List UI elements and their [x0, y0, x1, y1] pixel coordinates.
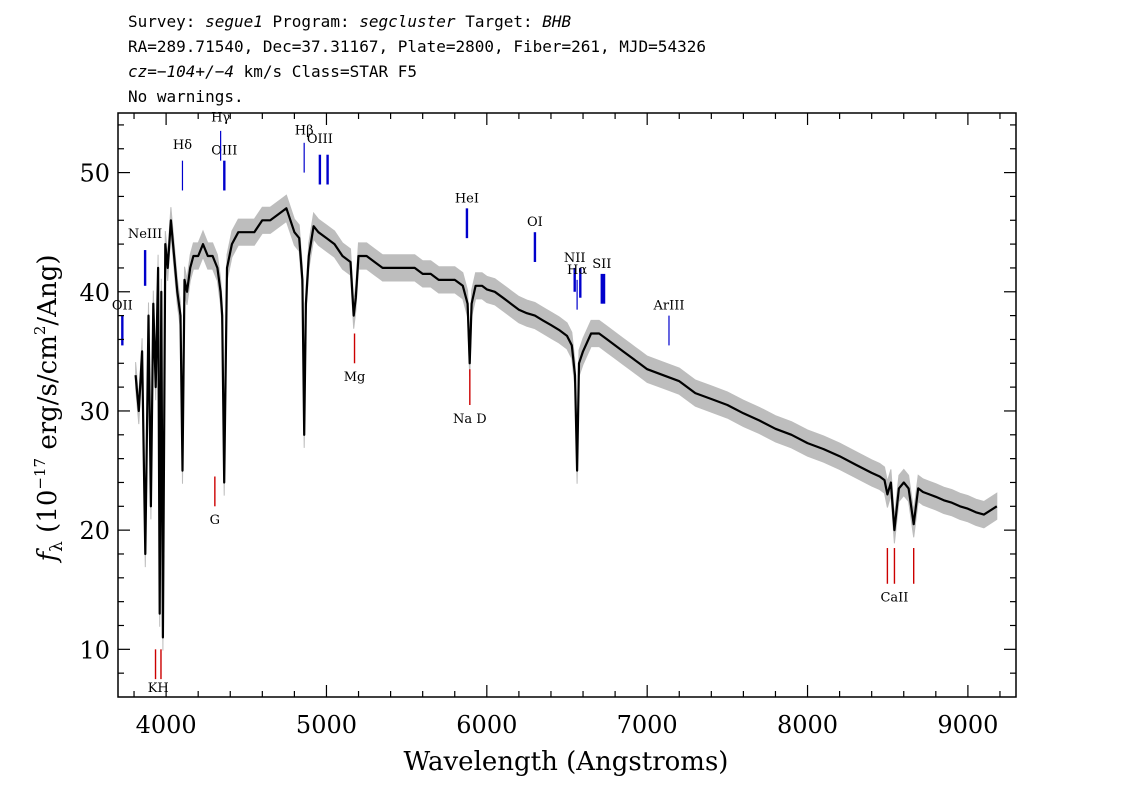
plot-frame: [117, 112, 1017, 698]
x-axis-label: Wavelength (Angstroms): [404, 747, 729, 777]
axes: 4000 5000 6000 7000 8000 9000 10 20 30 40 50: [79, 112, 1017, 739]
emission-line-label-2: OIII: [211, 144, 237, 159]
absorption-line-label-4: Na D: [453, 412, 487, 427]
emission-line-label-0: NeIII: [128, 227, 162, 242]
y-tick-label: 50: [79, 160, 110, 188]
y-axis-label: fλ (10−17 erg/s/cm2/Ang): [31, 255, 67, 564]
program-value: segcluster: [359, 12, 456, 31]
survey-value: segue1: [205, 12, 263, 31]
y-tick-label: 10: [79, 636, 110, 664]
x-tick-label: 4000: [136, 711, 197, 739]
target-value: BHB: [542, 12, 572, 31]
header-line-1: Survey: segue1 Program: segcluster Targe…: [128, 12, 571, 32]
absorption-line-label-1: H: [155, 0, 166, 4]
emission-line-label-7: NII: [564, 251, 586, 266]
y-axis-label-exp1: −17: [31, 458, 49, 490]
x-tick-label: 6000: [456, 711, 517, 739]
header-line-4: No warnings.: [128, 87, 244, 106]
balmer-line-label-1: Hγ: [211, 110, 230, 125]
y-axis-label-mid: erg/s/cm: [33, 335, 63, 450]
emission-line-label-1: OII: [112, 299, 133, 314]
redshift-value: cz=−104+/−4: [128, 62, 234, 81]
kh-label: KH: [148, 681, 169, 696]
balmer-line-label-3: Hα: [567, 263, 587, 278]
x-tick-label: 5000: [296, 711, 357, 739]
balmer-line-label-2: Hβ: [295, 123, 314, 138]
emission-line-label-9: SII: [592, 257, 611, 272]
x-tick-label: 8000: [777, 711, 838, 739]
survey-label: Survey:: [128, 12, 196, 31]
absorption-line-label-6: CaII: [880, 591, 908, 606]
x-tick-label: 9000: [937, 711, 998, 739]
class-value: km/s Class=STAR F5: [243, 62, 417, 81]
balmer-line-label-4: ArIII: [652, 299, 684, 314]
spectrum-series: [134, 207, 998, 639]
target-label: Target:: [465, 12, 533, 31]
absorption-line-label-3: Mg: [344, 370, 366, 385]
emission-line-label-6: OI: [527, 215, 543, 230]
emission-line-label-5: HeI: [455, 191, 479, 206]
y-axis-label-exp2: 2: [31, 326, 49, 336]
header-line-3: cz=−104+/−4 km/s Class=STAR F5: [128, 62, 417, 82]
y-axis-label-sub: λ: [47, 541, 67, 552]
y-axis-label-pre: (10: [33, 490, 63, 533]
y-axis-label-post: /Ang): [33, 255, 63, 326]
spectrum-line: [134, 207, 998, 639]
balmer-line-label-0: Hδ: [173, 138, 192, 153]
y-tick-label: 30: [79, 398, 110, 426]
y-tick-label: 20: [79, 517, 110, 545]
program-label: Program:: [272, 12, 350, 31]
line-markers: NeIII OII OIII OIII HeI OI NII SII Hδ Hγ Hβ Hα ArIII…: [112, 0, 915, 696]
header-line-2: RA=289.71540, Dec=37.31167, Plate=2800, …: [128, 37, 706, 56]
y-tick-label: 40: [79, 279, 110, 307]
emission-line-label-3: OIII: [307, 132, 333, 147]
absorption-line-label-2: G: [210, 513, 220, 528]
x-tick-label: 7000: [617, 711, 678, 739]
absorption-line-label-0: K: [151, 0, 161, 4]
